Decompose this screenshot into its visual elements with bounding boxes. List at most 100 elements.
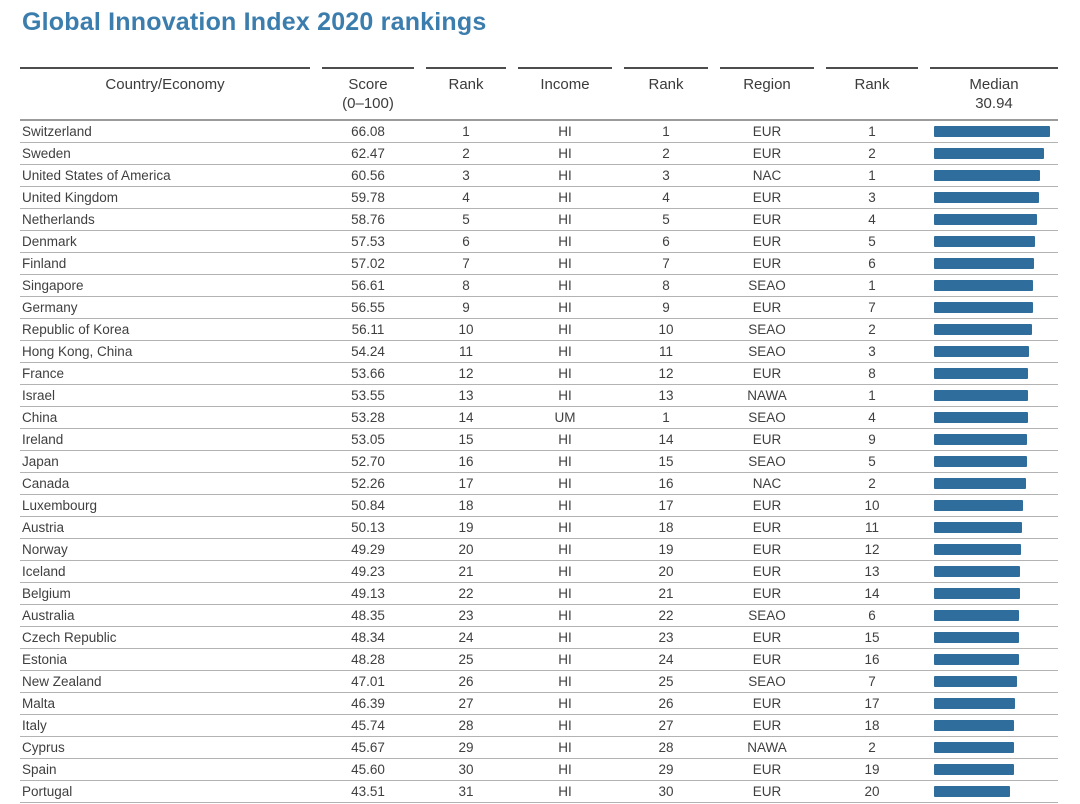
- region-code: SEAO: [748, 410, 786, 425]
- country-name: Spain: [22, 762, 57, 777]
- income-group: HI: [558, 564, 572, 579]
- score-bar-cell: [930, 561, 1058, 582]
- country-name: Belgium: [22, 586, 71, 601]
- income-group: HI: [558, 630, 572, 645]
- score-value: 56.61: [351, 278, 385, 293]
- score-bar-cell: [930, 473, 1058, 494]
- score-bar-cell: [930, 517, 1058, 538]
- rankings-table: Country/Economy Score (0–100) Rank Incom…: [20, 67, 1058, 803]
- overall-rank: 22: [458, 586, 474, 601]
- score-bar-cell: [930, 715, 1058, 736]
- country-name: Australia: [22, 608, 75, 623]
- score-bar: [934, 544, 1021, 555]
- score-value: 53.55: [351, 388, 385, 403]
- income-rank: 11: [658, 344, 673, 359]
- country-name: Sweden: [22, 146, 71, 161]
- income-group: HI: [558, 168, 572, 183]
- table-row: Norway 49.29 20 HI 19 EUR 12: [20, 539, 1058, 561]
- region-rank: 6: [868, 608, 876, 623]
- income-group: HI: [558, 718, 572, 733]
- country-name: Japan: [22, 454, 59, 469]
- region-code: NAC: [752, 168, 782, 183]
- income-rank: 29: [658, 762, 674, 777]
- region-rank: 6: [868, 256, 876, 271]
- region-rank: 5: [868, 454, 876, 469]
- income-rank: 3: [662, 168, 670, 183]
- column-header-country: Country/Economy: [20, 67, 310, 113]
- country-name: Denmark: [22, 234, 77, 249]
- column-header-income: Income: [518, 67, 612, 113]
- country-name: France: [22, 366, 65, 381]
- region-code: EUR: [752, 784, 782, 799]
- column-header-score: Score (0–100): [322, 67, 414, 113]
- table-row: Netherlands 58.76 5 HI 5 EUR 4: [20, 209, 1058, 231]
- score-bar: [934, 192, 1039, 203]
- country-name: New Zealand: [22, 674, 102, 689]
- score-bar-cell: [930, 495, 1058, 516]
- country-name: United Kingdom: [22, 190, 119, 205]
- score-value: 62.47: [351, 146, 385, 161]
- overall-rank: 9: [462, 300, 470, 315]
- table-row: Finland 57.02 7 HI 7 EUR 6: [20, 253, 1058, 275]
- overall-rank: 29: [458, 740, 474, 755]
- score-bar: [934, 500, 1023, 511]
- score-value: 56.55: [351, 300, 385, 315]
- table-row: Australia 48.35 23 HI 22 SEAO 6: [20, 605, 1058, 627]
- income-group: HI: [558, 322, 572, 337]
- region-rank: 4: [868, 410, 876, 425]
- overall-rank: 10: [458, 322, 474, 337]
- income-rank: 16: [658, 476, 674, 491]
- overall-rank: 21: [458, 564, 474, 579]
- region-rank: 2: [868, 476, 876, 491]
- region-rank: 15: [864, 630, 880, 645]
- overall-rank: 6: [462, 234, 470, 249]
- table-row: Portugal 43.51 31 HI 30 EUR 20: [20, 781, 1058, 803]
- country-name: Iceland: [22, 564, 66, 579]
- column-rule: [426, 67, 506, 69]
- overall-rank: 7: [462, 256, 470, 271]
- table-row: Spain 45.60 30 HI 29 EUR 19: [20, 759, 1058, 781]
- region-rank: 10: [864, 498, 880, 513]
- region-rank: 2: [868, 740, 876, 755]
- income-group: HI: [558, 542, 572, 557]
- region-rank: 14: [864, 586, 880, 601]
- column-rule: [518, 67, 612, 69]
- score-bar-cell: [930, 627, 1058, 648]
- region-rank: 9: [868, 432, 876, 447]
- score-value: 49.13: [351, 586, 385, 601]
- country-name: Estonia: [22, 652, 68, 667]
- score-bar: [934, 786, 1010, 797]
- score-bar-cell: [930, 429, 1058, 450]
- income-group: HI: [558, 300, 572, 315]
- score-value: 58.76: [351, 212, 385, 227]
- region-rank: 5: [868, 234, 876, 249]
- income-rank: 21: [658, 586, 674, 601]
- overall-rank: 3: [462, 168, 470, 183]
- region-code: EUR: [752, 190, 782, 205]
- score-value: 48.28: [351, 652, 385, 667]
- region-code: EUR: [752, 212, 782, 227]
- score-bar-cell: [930, 693, 1058, 714]
- region-rank: 2: [868, 146, 876, 161]
- region-code: SEAO: [748, 608, 786, 623]
- region-rank: 2: [868, 322, 876, 337]
- income-rank: 24: [658, 652, 674, 667]
- score-bar-cell: [930, 253, 1058, 274]
- region-code: EUR: [752, 762, 782, 777]
- region-code: EUR: [752, 652, 782, 667]
- score-value: 56.11: [351, 322, 385, 337]
- score-bar: [934, 434, 1027, 445]
- income-rank: 18: [658, 520, 674, 535]
- overall-rank: 4: [462, 190, 470, 205]
- region-code: SEAO: [748, 278, 786, 293]
- score-value: 45.67: [351, 740, 385, 755]
- income-group: HI: [558, 190, 572, 205]
- country-name: Norway: [22, 542, 68, 557]
- income-group: HI: [558, 608, 572, 623]
- income-rank: 8: [662, 278, 670, 293]
- income-group: HI: [558, 146, 572, 161]
- income-rank: 14: [658, 432, 674, 447]
- table-body: Switzerland 66.08 1 HI 1 EUR 1 Sweden 62…: [20, 121, 1058, 803]
- score-value: 53.05: [351, 432, 385, 447]
